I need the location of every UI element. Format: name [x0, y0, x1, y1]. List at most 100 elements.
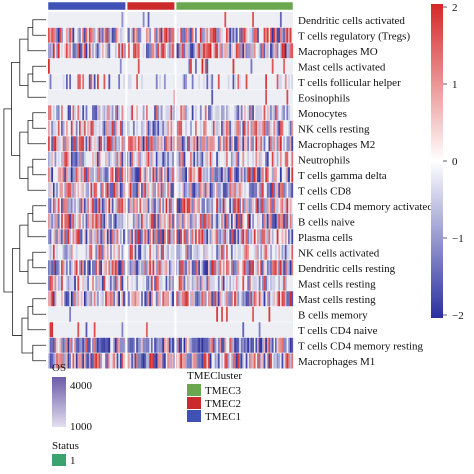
tmecluster-swatch-tmec3 — [187, 384, 201, 396]
heatmap-cell — [88, 353, 91, 369]
heatmap-cell — [180, 167, 183, 183]
heatmap-cell — [201, 260, 204, 276]
heatmap-cell — [137, 151, 140, 167]
heatmap-cell — [134, 213, 137, 229]
heatmap-cell — [144, 167, 147, 183]
heatmap-cell — [79, 167, 81, 183]
heatmap-cell — [121, 291, 124, 307]
heatmap-cell — [149, 213, 152, 229]
heatmap-cell — [51, 151, 54, 167]
heatmap-cell — [87, 198, 89, 214]
heatmap-cell — [52, 105, 55, 121]
heatmap-cell — [144, 151, 147, 167]
heatmap-cell — [271, 105, 274, 121]
row-label: Macrophages M1 — [298, 356, 375, 368]
heatmap-cell — [97, 229, 99, 245]
heatmap-cell — [288, 167, 290, 183]
heatmap-cell — [180, 337, 183, 353]
row-label: Mast cells activated — [298, 61, 386, 73]
heatmap-cell — [248, 43, 251, 59]
heatmap-cell — [67, 198, 70, 214]
heatmap-cell — [263, 43, 266, 59]
heatmap-cell — [244, 198, 246, 214]
heatmap-cell — [188, 260, 191, 276]
heatmap-cell — [51, 167, 54, 183]
heatmap-cell — [244, 120, 246, 136]
heatmap-cell — [178, 213, 181, 229]
heatmap-cell — [221, 306, 223, 322]
heatmap-cell — [257, 120, 259, 136]
heatmap-cell — [247, 120, 250, 136]
heatmap-cell — [95, 337, 98, 353]
heatmap-cell — [139, 337, 142, 353]
heatmap-cell — [276, 105, 279, 121]
heatmap-cell — [291, 213, 294, 229]
row-label: Eosinophils — [298, 92, 350, 104]
dendrogram-branch — [19, 131, 29, 180]
heatmap-cell — [160, 260, 163, 276]
heatmap-cell — [250, 198, 253, 214]
heatmap-cell — [49, 337, 52, 353]
heatmap-cell — [276, 337, 279, 353]
heatmap-cell — [227, 291, 230, 307]
heatmap-cell — [172, 151, 174, 167]
heatmap-cell — [286, 105, 289, 121]
heatmap-cell — [235, 105, 238, 121]
heatmap-cell — [136, 291, 138, 307]
heatmap-cell — [265, 43, 268, 59]
heatmap-cell — [227, 213, 230, 229]
os-legend-title: OS — [52, 362, 66, 374]
heatmap-cell — [248, 213, 251, 229]
heatmap-cell — [284, 229, 287, 245]
heatmap-cell — [139, 167, 142, 183]
heatmap-cell — [111, 105, 114, 121]
heatmap-cell — [114, 182, 117, 198]
heatmap-cell — [281, 337, 284, 353]
colorbar: 210−1−2 — [431, 2, 464, 322]
heatmap-cell — [159, 198, 161, 214]
heatmap-cell — [162, 136, 165, 152]
heatmap-cell — [199, 27, 202, 43]
heatmap-cell — [62, 136, 65, 152]
dendrogram-branch — [27, 73, 46, 98]
heatmap-cell — [92, 337, 94, 353]
heatmap-cell — [283, 275, 285, 291]
heatmap-cell — [116, 337, 119, 353]
row-label: Macrophages M2 — [298, 139, 375, 151]
heatmap-cell — [95, 275, 98, 291]
heatmap-cell — [82, 74, 85, 90]
heatmap-cell — [266, 198, 269, 214]
heatmap-cell — [111, 167, 114, 183]
dendrogram-branch — [27, 259, 46, 284]
heatmap-cell — [128, 74, 130, 90]
heatmap-cell — [288, 244, 290, 260]
heatmap-cell — [118, 105, 121, 121]
row-label: NK cells activated — [298, 247, 380, 259]
heatmap-cell — [163, 27, 166, 43]
heatmap-cell — [237, 260, 240, 276]
heatmap-cell — [154, 275, 156, 291]
heatmap-cell — [155, 198, 158, 214]
heatmap-cell — [103, 105, 106, 121]
heatmap-cell — [105, 43, 107, 59]
heatmap-cell — [67, 229, 70, 245]
heatmap-cell — [142, 182, 145, 198]
heatmap-cell — [201, 167, 204, 183]
heatmap-cell — [195, 353, 197, 369]
heatmap-cell — [168, 136, 171, 152]
heatmap-cell — [121, 182, 124, 198]
heatmap-cell — [178, 260, 181, 276]
heatmap-cell — [116, 229, 119, 245]
heatmap-cell — [149, 260, 152, 276]
heatmap-cell — [98, 244, 101, 260]
heatmap-cell — [201, 353, 204, 369]
heatmap-cell — [188, 167, 191, 183]
heatmap-cell — [226, 306, 228, 322]
heatmap-cell — [108, 136, 111, 152]
heatmap-cell — [183, 229, 186, 245]
heatmap-cell — [56, 337, 58, 353]
heatmap-cell — [286, 136, 289, 152]
heatmap-cell — [281, 213, 284, 229]
heatmap-cell — [48, 275, 50, 291]
heatmap-cell — [59, 275, 62, 291]
